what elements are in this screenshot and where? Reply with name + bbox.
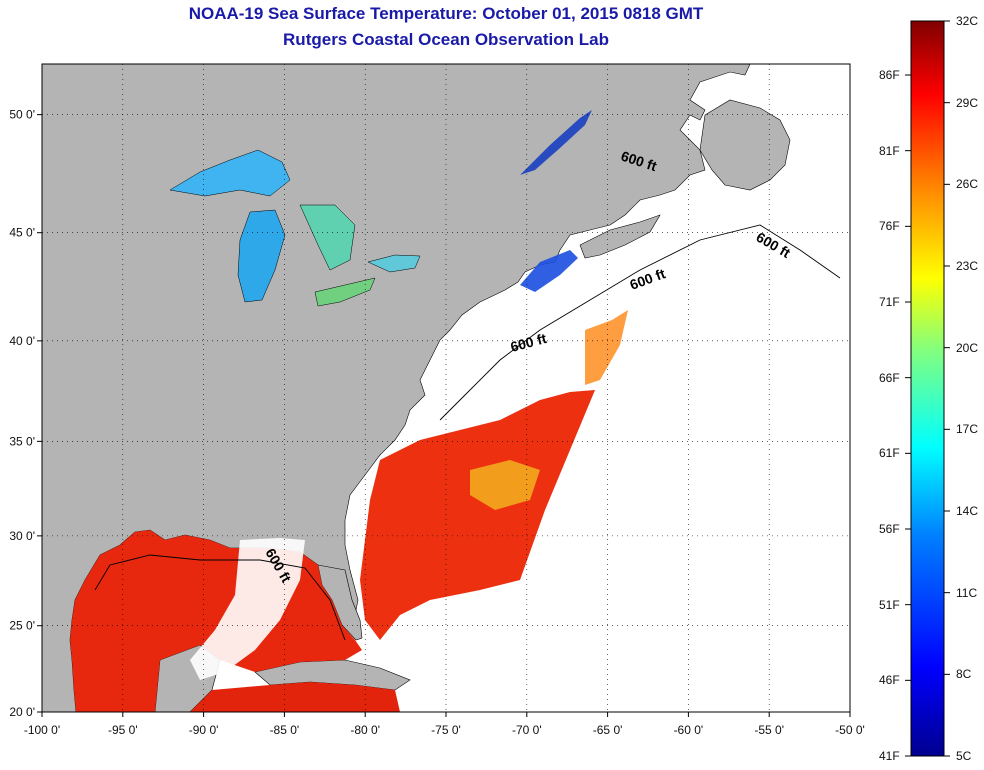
lat-tick-label: 50 0'	[9, 108, 35, 122]
lat-tick-label: 30 0'	[9, 529, 35, 543]
colorbar-celsius-label: 29C	[956, 95, 979, 110]
colorbar-celsius-label: 5C	[956, 749, 972, 763]
colorbar-celsius-label: 11C	[956, 585, 978, 600]
sst-gulf-of-maine	[520, 250, 578, 292]
map-title: NOAA-19 Sea Surface Temperature: October…	[188, 4, 704, 23]
lat-tick-label: 45 0'	[9, 226, 35, 240]
map-axis-ticks: -100 0' -95 0' -90 0' -85 0' -80 0' -75 0' -70…	[9, 108, 864, 737]
lon-tick-label: -85 0'	[270, 723, 300, 737]
map-gridlines	[42, 64, 850, 712]
lon-tick-label: -100 0'	[24, 723, 60, 737]
lon-tick-label: -55 0'	[754, 723, 784, 737]
colorbar-fahrenheit-label: 41F	[879, 749, 900, 763]
lat-tick-label: 40 0'	[9, 334, 35, 348]
lon-tick-label: -60 0'	[674, 723, 704, 737]
lake-michigan	[237, 209, 286, 303]
colorbar-fahrenheit-label: 56F	[879, 522, 900, 536]
land-newfoundland	[699, 99, 791, 191]
map-subtitle: Rutgers Coastal Ocean Observation Lab	[283, 30, 609, 49]
sst-gulf-cloud-patch	[190, 538, 305, 680]
sst-caribbean	[190, 682, 400, 712]
lake-huron	[299, 204, 356, 271]
lat-tick-label: 20 0'	[9, 705, 35, 719]
lon-tick-label: -95 0'	[108, 723, 138, 737]
colorbar-fahrenheit-label: 76F	[879, 219, 900, 234]
lake-erie	[314, 277, 376, 307]
land-nova-scotia	[579, 214, 661, 259]
lon-tick-label: -50 0'	[835, 723, 865, 737]
sst-atlantic-cool-patch	[470, 460, 540, 510]
colorbar-celsius-label: 8C	[956, 667, 972, 682]
sst-gulf-st-lawrence	[520, 110, 592, 175]
colorbar-celsius-label: 23C	[956, 259, 979, 273]
sst-atlantic-edge	[585, 310, 628, 385]
colorbar-fahrenheit-label: 51F	[879, 597, 900, 612]
lat-tick-label: 25 0'	[9, 619, 35, 633]
colorbar-celsius-label: 32C	[956, 14, 979, 28]
colorbar	[910, 20, 945, 757]
colorbar-celsius-label: 14C	[956, 504, 979, 518]
lon-tick-label: -65 0'	[593, 723, 623, 737]
colorbar-fahrenheit-label: 61F	[879, 446, 900, 461]
colorbar-fahrenheit-label: 66F	[879, 370, 900, 385]
lon-tick-label: -80 0'	[350, 723, 380, 737]
colorbar-fahrenheit-label: 86F	[879, 68, 900, 82]
isobath-600ft-line	[439, 224, 841, 421]
lake-ontario	[367, 254, 421, 273]
lat-tick-label: 35 0'	[9, 434, 35, 448]
lon-tick-label: -90 0'	[189, 723, 219, 737]
colorbar-ticks	[905, 20, 950, 757]
colorbar-celsius-label: 20C	[956, 340, 979, 355]
colorbar-celsius-label: 26C	[956, 177, 979, 192]
colorbar-celsius-label: 17C	[956, 422, 979, 437]
colorbar-fahrenheit-label: 71F	[879, 295, 900, 309]
colorbar-fahrenheit-label: 81F	[879, 143, 900, 158]
lon-tick-label: -75 0'	[431, 723, 461, 737]
isobath-600ft-gulf	[94, 554, 346, 641]
colorbar-fahrenheit-label: 46F	[879, 673, 900, 688]
sst-atlantic-swath	[360, 390, 595, 640]
lake-superior	[169, 149, 291, 197]
lon-tick-label: -70 0'	[512, 723, 542, 737]
